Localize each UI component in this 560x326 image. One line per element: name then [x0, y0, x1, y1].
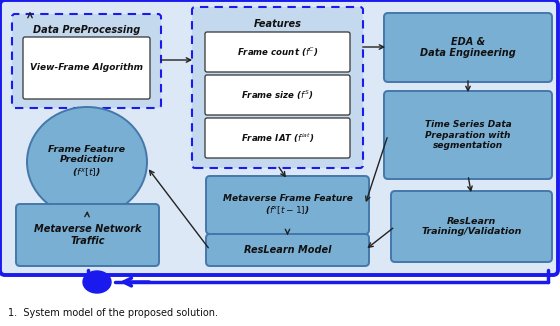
- FancyBboxPatch shape: [16, 204, 159, 266]
- FancyBboxPatch shape: [384, 13, 552, 82]
- FancyBboxPatch shape: [205, 32, 350, 72]
- FancyBboxPatch shape: [205, 118, 350, 158]
- Text: Metaverse Frame Feature
($f^x[t-1]$): Metaverse Frame Feature ($f^x[t-1]$): [222, 194, 352, 216]
- Text: Data PreProcessing: Data PreProcessing: [33, 25, 140, 35]
- Text: 1.  System model of the proposed solution.: 1. System model of the proposed solution…: [8, 308, 218, 318]
- Text: View-Frame Algorithm: View-Frame Algorithm: [30, 64, 143, 72]
- Text: ResLearn Model: ResLearn Model: [244, 245, 332, 255]
- Text: ResLearn
Training/Validation: ResLearn Training/Validation: [421, 217, 522, 236]
- FancyBboxPatch shape: [206, 176, 369, 234]
- FancyBboxPatch shape: [0, 0, 558, 275]
- FancyBboxPatch shape: [12, 14, 161, 108]
- Text: Frame count ($f^C$): Frame count ($f^C$): [237, 45, 318, 59]
- FancyBboxPatch shape: [205, 75, 350, 115]
- FancyBboxPatch shape: [391, 191, 552, 262]
- Text: Frame Feature
Prediction
($f^x[t]$): Frame Feature Prediction ($f^x[t]$): [48, 145, 125, 179]
- FancyBboxPatch shape: [384, 91, 552, 179]
- Text: Frame IAT ($f^{iat}$): Frame IAT ($f^{iat}$): [241, 131, 314, 145]
- Text: Time Series Data
Preparation with
segmentation: Time Series Data Preparation with segmen…: [424, 120, 511, 150]
- FancyBboxPatch shape: [206, 234, 369, 266]
- Text: EDA &
Data Engineering: EDA & Data Engineering: [420, 37, 516, 58]
- FancyBboxPatch shape: [192, 7, 363, 168]
- Text: Frame size ($f^S$): Frame size ($f^S$): [241, 88, 314, 102]
- Text: Metaverse Network
Traffic: Metaverse Network Traffic: [34, 224, 141, 246]
- FancyBboxPatch shape: [23, 37, 150, 99]
- Ellipse shape: [83, 271, 111, 293]
- Ellipse shape: [27, 107, 147, 217]
- Text: Features: Features: [254, 19, 301, 29]
